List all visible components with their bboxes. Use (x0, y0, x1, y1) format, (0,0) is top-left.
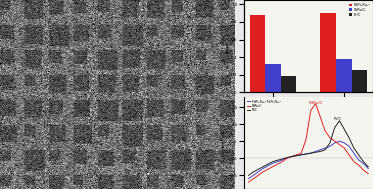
Pt/C (289, 155, 294, 158)
PdRu/C (285, 157, 289, 159)
Pt/C (357, 154, 361, 156)
PdRu/C (366, 173, 370, 175)
Legend: PdPt₂Ru₂ᵃ PdPt₂Ru₂ᵃ, PdRu/C, Pt/C: PdPt₂Ru₂ᵃ PdPt₂Ru₂ᵃ, PdRu/C, Pt/C (245, 98, 282, 113)
PdRu/C (280, 160, 284, 163)
PdRu/C (270, 166, 275, 168)
Text: Pt/C: Pt/C (333, 117, 342, 121)
Line: PdRu/C: PdRu/C (248, 104, 368, 182)
Pt/C (352, 147, 356, 149)
PdPt₂Ru₂ᵃ PdPt₂Ru₂ᵃ (280, 159, 284, 161)
PdPt₂Ru₂ᵃ PdPt₂Ru₂ᵃ (313, 150, 318, 153)
Bar (320, 13, 336, 92)
Pt/C (270, 160, 275, 163)
PdPt₂Ru₂ᵃ PdPt₂Ru₂ᵃ (347, 145, 351, 147)
PdPt₂Ru₂ᵃ PdPt₂Ru₂ᵃ (366, 167, 370, 170)
PdPt₂Ru₂ᵃ PdPt₂Ru₂ᵃ (337, 140, 342, 142)
PdRu/C (323, 130, 327, 132)
PdRu/C (313, 102, 318, 105)
PdPt₂Ru₂ᵃ PdPt₂Ru₂ᵃ (342, 142, 347, 144)
Pt/C (285, 156, 289, 159)
PdPt₂Ru₂ᵃ PdPt₂Ru₂ᵃ (246, 178, 251, 180)
Pt/C (251, 171, 256, 173)
Line: Pt/C: Pt/C (248, 121, 368, 175)
PdPt₂Ru₂ᵃ PdPt₂Ru₂ᵃ (318, 149, 323, 151)
Bar (352, 70, 367, 92)
PdRu/C (308, 109, 313, 112)
Pt/C (342, 128, 347, 130)
PdPt₂Ru₂ᵃ PdPt₂Ru₂ᵃ (357, 159, 361, 161)
PdPt₂Ru₂ᵃ PdPt₂Ru₂ᵃ (323, 147, 327, 149)
PdPt₂Ru₂ᵃ PdPt₂Ru₂ᵃ (261, 167, 265, 170)
PdPt₂Ru₂ᵃ PdPt₂Ru₂ᵃ (308, 152, 313, 154)
PdPt₂Ru₂ᵃ PdPt₂Ru₂ᵃ (361, 162, 366, 164)
Line: PdPt₂Ru₂ᵃ PdPt₂Ru₂ᵃ: PdPt₂Ru₂ᵃ PdPt₂Ru₂ᵃ (248, 141, 368, 179)
Y-axis label: Current (mA): Current (mA) (222, 129, 226, 156)
Pt/C (299, 154, 304, 156)
PdRu/C (304, 138, 308, 141)
Bar (281, 76, 297, 92)
Bar (336, 59, 352, 92)
Pt/C (361, 160, 366, 163)
Pt/C (328, 142, 332, 144)
PdRu/C (318, 116, 323, 119)
PdRu/C (299, 152, 304, 154)
PdPt₂Ru₂ᵃ PdPt₂Ru₂ᵃ (251, 174, 256, 177)
PdRu/C (357, 164, 361, 166)
PdPt₂Ru₂ᵃ PdPt₂Ru₂ᵃ (299, 154, 304, 156)
PdRu/C (361, 169, 366, 171)
PdRu/C (337, 143, 342, 146)
PdRu/C (332, 140, 337, 142)
Pt/C (280, 158, 284, 160)
Bar (265, 64, 281, 92)
PdPt₂Ru₂ᵃ PdPt₂Ru₂ᵃ (270, 162, 275, 164)
PdRu/C (246, 181, 251, 183)
PdRu/C (289, 155, 294, 158)
PdPt₂Ru₂ᵃ PdPt₂Ru₂ᵃ (352, 152, 356, 154)
Legend: PdPt₂Ru₂ᵃ, PdRu/C, Pt/C: PdPt₂Ru₂ᵃ, PdRu/C, Pt/C (347, 2, 371, 18)
Bar (250, 15, 265, 92)
Pt/C (308, 152, 313, 154)
PdRu/C (261, 171, 265, 173)
Pt/C (323, 149, 327, 151)
Pt/C (246, 174, 251, 177)
Pt/C (332, 126, 337, 129)
Y-axis label: A·mg⁻¹: A·mg⁻¹ (226, 39, 230, 53)
Pt/C (366, 166, 370, 168)
PdRu/C (328, 137, 332, 139)
PdRu/C (342, 147, 347, 149)
PdPt₂Ru₂ᵃ PdPt₂Ru₂ᵃ (285, 157, 289, 159)
PdRu/C (251, 178, 256, 180)
Pt/C (337, 120, 342, 122)
PdPt₂Ru₂ᵃ PdPt₂Ru₂ᵃ (328, 145, 332, 147)
Pt/C (261, 166, 265, 168)
PdRu/C (347, 154, 351, 156)
Text: PdRu/C: PdRu/C (308, 101, 323, 105)
PdPt₂Ru₂ᵃ PdPt₂Ru₂ᵃ (289, 155, 294, 158)
Pt/C (318, 150, 323, 153)
PdPt₂Ru₂ᵃ PdPt₂Ru₂ᵃ (332, 142, 337, 144)
PdRu/C (352, 160, 356, 163)
Pt/C (347, 137, 351, 139)
